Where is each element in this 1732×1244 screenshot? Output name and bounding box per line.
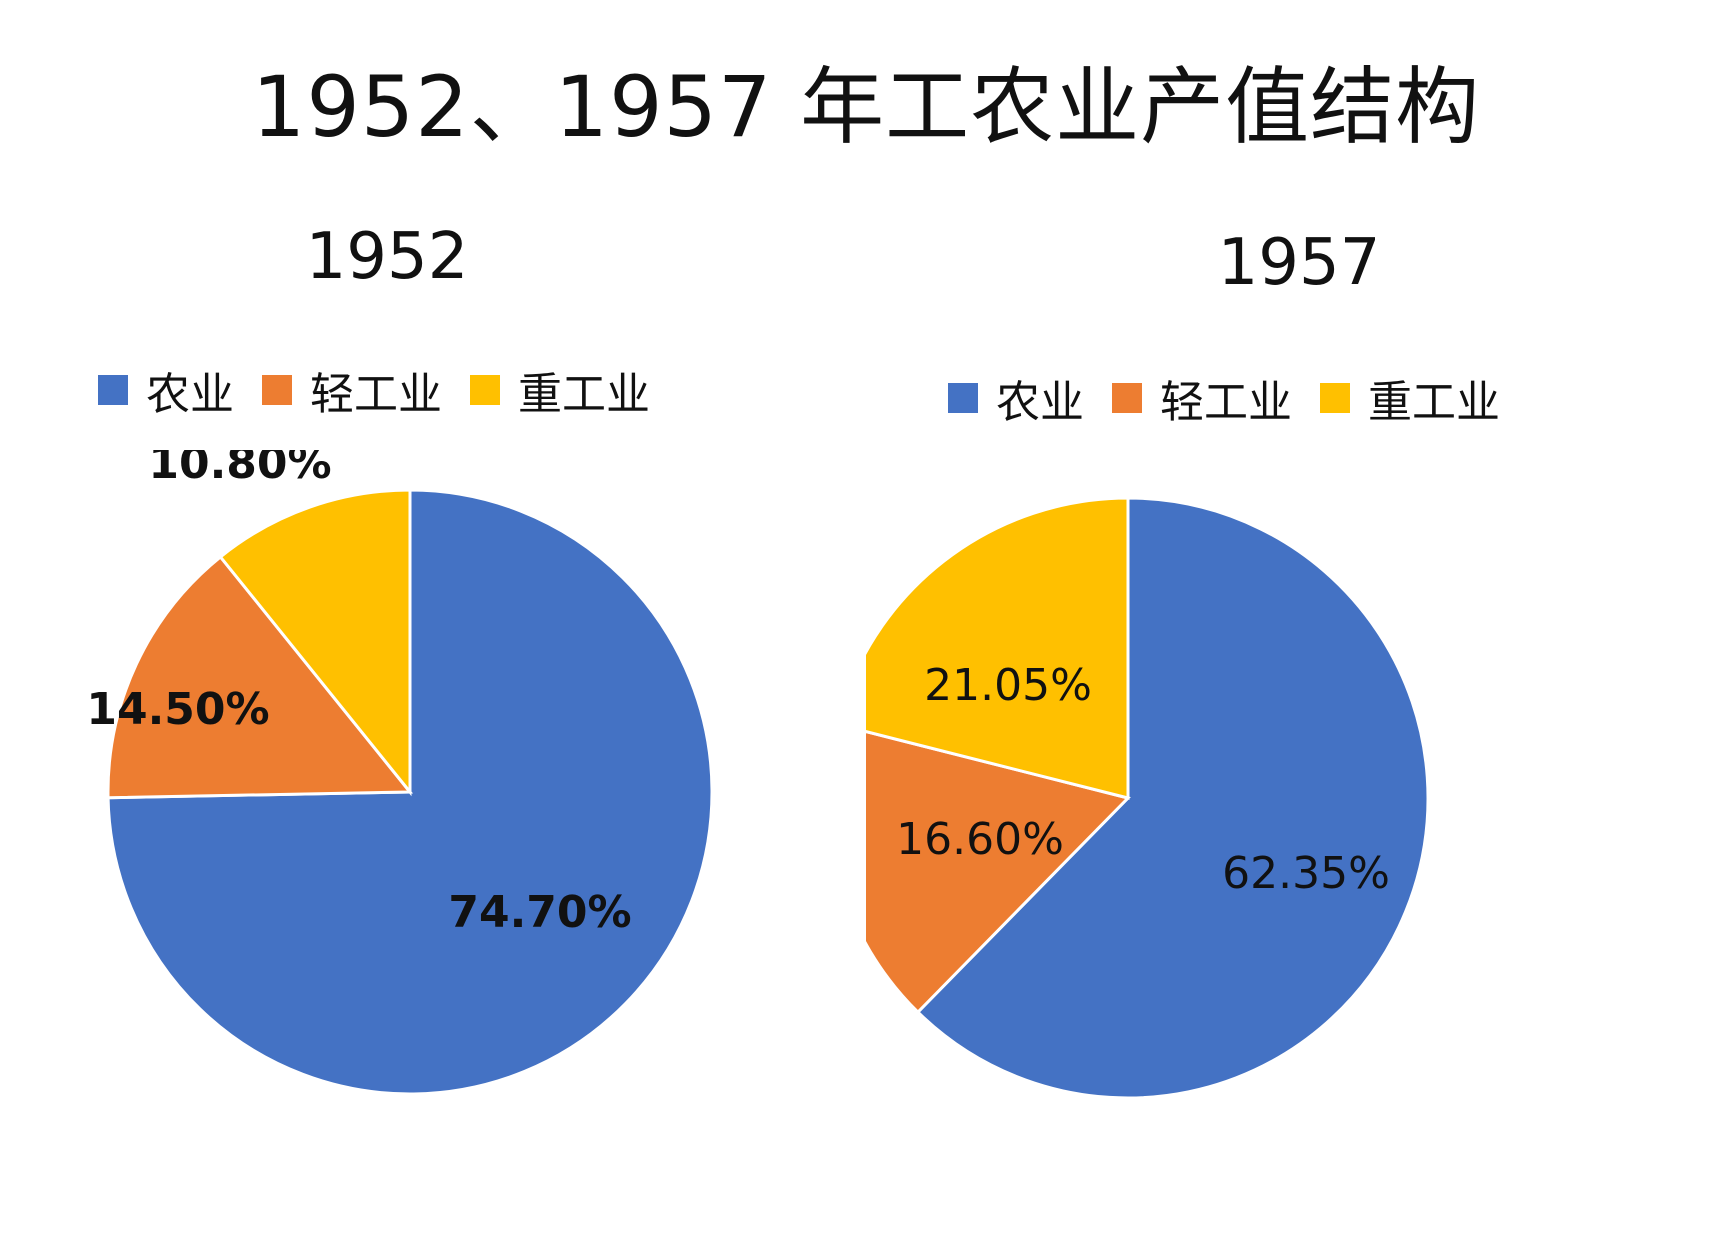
legend-label-heavy-industry: 重工业 bbox=[1368, 377, 1500, 428]
pie-slice-heavy-industry bbox=[218, 488, 412, 797]
data-label-light-industry: 14.50% bbox=[86, 684, 269, 735]
legend-swatch-light-industry bbox=[1112, 383, 1142, 413]
legend-swatch-heavy-industry bbox=[470, 375, 500, 405]
legend-item-light-industry: 轻工业 bbox=[1112, 366, 1292, 430]
legend-1957: 农业 轻工业 重工业 bbox=[948, 366, 1528, 430]
legend-swatch-heavy-industry bbox=[1320, 383, 1350, 413]
page-title: 1952、1957 年工农业产值结构 bbox=[251, 58, 1481, 156]
legend-swatch-agriculture bbox=[98, 375, 128, 405]
data-label-agriculture: 74.70% bbox=[448, 887, 631, 938]
data-label-heavy-industry: 21.05% bbox=[924, 660, 1092, 711]
pie-slice-heavy-industry bbox=[866, 496, 1130, 800]
legend-swatch-light-industry bbox=[262, 375, 292, 405]
pie-slice-light-industry bbox=[106, 554, 414, 800]
legend-label-agriculture: 农业 bbox=[146, 369, 234, 420]
legend-label-heavy-industry: 重工业 bbox=[518, 369, 650, 420]
data-label-light-industry: 16.60% bbox=[896, 814, 1064, 865]
chart-panel-1957: 1957 农业 轻工业 重工业 62.35% 16.60% 21.05% bbox=[866, 200, 1732, 1244]
legend-label-agriculture: 农业 bbox=[996, 377, 1084, 428]
legend-1952: 农业 轻工业 重工业 bbox=[98, 358, 678, 422]
legend-swatch-agriculture bbox=[948, 383, 978, 413]
pie-slice-light-industry bbox=[866, 730, 1131, 1015]
chart-panel-1952: 1952 农业 轻工业 重工业 74.70% 14.50% 10.80% bbox=[0, 200, 866, 1244]
chart-title-1957: 1957 bbox=[1217, 226, 1381, 300]
legend-item-heavy-industry: 重工业 bbox=[470, 358, 650, 422]
legend-item-heavy-industry: 重工业 bbox=[1320, 366, 1500, 430]
data-label-agriculture: 62.35% bbox=[1222, 848, 1390, 899]
pie-chart-1957: 62.35% 16.60% 21.05% bbox=[866, 496, 1430, 1100]
data-label-heavy-industry: 10.80% bbox=[148, 450, 331, 489]
pie-slice-agriculture bbox=[915, 496, 1430, 1100]
legend-label-light-industry: 轻工业 bbox=[1160, 377, 1292, 428]
pie-chart-1952: 74.70% 14.50% 10.80% bbox=[86, 450, 714, 1096]
chart-title-1952: 1952 bbox=[305, 220, 469, 294]
legend-item-agriculture: 农业 bbox=[98, 358, 234, 422]
legend-item-light-industry: 轻工业 bbox=[262, 358, 442, 422]
legend-item-agriculture: 农业 bbox=[948, 366, 1084, 430]
legend-label-light-industry: 轻工业 bbox=[310, 369, 442, 420]
